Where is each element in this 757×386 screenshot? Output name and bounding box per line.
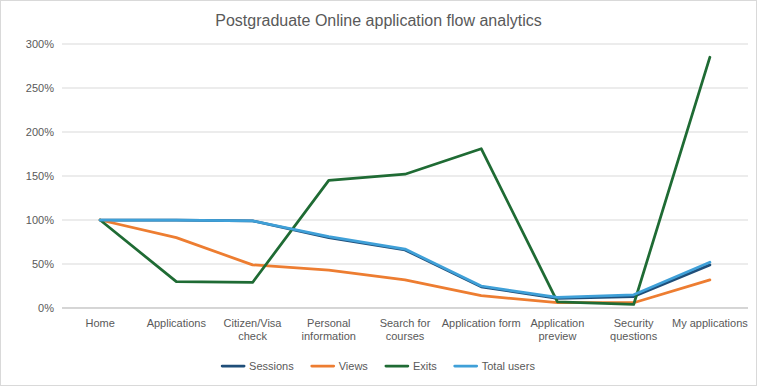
series-line [100, 220, 710, 298]
legend: Sessions Views Exits Total users [222, 360, 535, 372]
x-axis-line [62, 308, 748, 309]
chart-frame [1, 1, 757, 386]
y-tick-label: 200% [26, 126, 54, 138]
x-tick-label: Personalinformation [302, 317, 356, 342]
x-tick-label-line: Application form [442, 317, 521, 329]
legend-label: Sessions [249, 360, 294, 372]
x-tick-label: My applications [672, 317, 748, 329]
x-tick-label-line: Citizen/Visa [224, 317, 283, 329]
chart-container: Postgraduate Online application flow ana… [0, 0, 757, 386]
grid-line [62, 88, 748, 89]
legend-swatch [455, 365, 477, 368]
legend-label: Views [339, 360, 369, 372]
series-line [100, 220, 710, 297]
x-tick-label-line: information [302, 330, 356, 342]
chart-title: Postgraduate Online application flow ana… [215, 12, 541, 29]
y-tick-label: 250% [26, 82, 54, 94]
x-tick-label-line: questions [610, 330, 658, 342]
y-tick-label: 0% [38, 302, 54, 314]
y-tick-label: 50% [32, 258, 54, 270]
x-tick-label-line: Home [85, 317, 114, 329]
chart: Postgraduate Online application flow ana… [0, 0, 757, 386]
x-tick-label-line: courses [386, 330, 425, 342]
legend-label: Total users [482, 360, 536, 372]
y-tick-label: 150% [26, 170, 54, 182]
plot-area [100, 57, 710, 304]
y-tick-label: 300% [26, 38, 54, 50]
y-tick-label: 100% [26, 214, 54, 226]
grid-line [62, 132, 748, 133]
x-tick-label: Securityquestions [610, 317, 658, 342]
legend-swatch [386, 365, 408, 368]
legend-swatch [312, 365, 334, 368]
x-tick-label: Application form [442, 317, 521, 329]
x-tick-label: Search forcourses [380, 317, 431, 342]
grid-line [62, 308, 748, 309]
x-tick-label: Citizen/Visacheck [224, 317, 283, 342]
x-tick-label: Home [85, 317, 114, 329]
series-line [100, 220, 710, 303]
x-tick-label-line: Search for [380, 317, 431, 329]
x-tick-label: Applications [147, 317, 207, 329]
x-tick-label-line: Applications [147, 317, 207, 329]
x-tick-label-line: preview [538, 330, 576, 342]
series-line [100, 57, 710, 304]
x-tick-label-line: Security [614, 317, 654, 329]
grid-line [62, 176, 748, 177]
x-tick-label: Applicationpreview [531, 317, 585, 342]
x-tick-label-line: check [238, 330, 267, 342]
legend-label: Exits [413, 360, 437, 372]
grid-line [62, 44, 748, 45]
x-tick-label-line: My applications [672, 317, 748, 329]
x-tick-label-line: Personal [307, 317, 350, 329]
x-tick-label-line: Application [531, 317, 585, 329]
legend-swatch [222, 365, 244, 368]
